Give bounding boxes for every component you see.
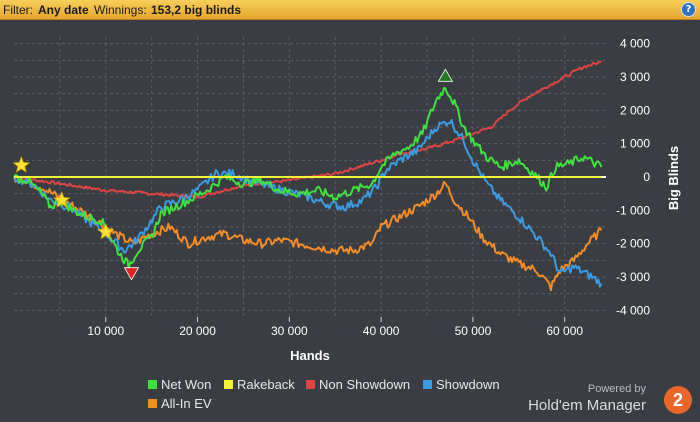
y-tick-label: -2 000 — [616, 237, 650, 251]
star-marker-icon — [53, 191, 71, 208]
branding: Powered by Hold'em Manager 2 — [528, 382, 692, 416]
legend-swatch — [148, 399, 157, 408]
powered-by-text: Powered by — [587, 383, 646, 395]
series-line-all-in-ev — [13, 176, 603, 292]
y-axis-ticks: 4 000 3 000 2 000 1 000 0 -1 000 -2 000 -3 000 -… — [616, 37, 650, 318]
series-line-showdown — [13, 118, 603, 288]
hm2-logo-icon: 2 — [664, 386, 692, 414]
y-tick-label: -1 000 — [616, 203, 650, 217]
legend-label: Net Won — [161, 377, 211, 392]
x-axis-ticks: 10 000 20 000 30 000 40 000 50 000 60 000 — [87, 317, 583, 338]
x-tick-label: 40 000 — [363, 324, 400, 338]
filter-prefix: Filter: — [3, 3, 33, 17]
y-tick-label: 1 000 — [620, 137, 650, 151]
y-tick-label: 2 000 — [620, 103, 650, 117]
x-tick-label: 10 000 — [87, 324, 124, 338]
chart-markers — [12, 68, 454, 281]
product-name: Hold'em Manager — [528, 397, 646, 414]
y-axis-label: Big Blinds — [666, 146, 681, 210]
legend-label: All-In EV — [161, 396, 212, 411]
series-lines — [13, 60, 603, 292]
winnings-value: 153,2 big blinds — [151, 3, 242, 17]
star-marker-icon — [12, 156, 31, 173]
y-tick-label: 3 000 — [620, 70, 650, 84]
filter-date[interactable]: Any date — [38, 3, 89, 17]
winnings-graph: 10 000 20 000 30 000 40 000 50 000 60 000 4 0… — [12, 37, 681, 411]
down-triangle-marker-icon — [123, 267, 140, 281]
legend-swatch — [224, 380, 233, 389]
chart-grid — [14, 37, 606, 317]
legend-swatch — [423, 380, 432, 389]
x-tick-label: 20 000 — [179, 324, 216, 338]
x-axis-label: Hands — [290, 348, 330, 363]
legend-label: Non Showdown — [319, 377, 410, 392]
winnings-label: Winnings: — [94, 3, 147, 17]
legend-swatch — [148, 380, 157, 389]
legend-label: Rakeback — [237, 377, 295, 392]
x-tick-label: 50 000 — [455, 324, 492, 338]
up-triangle-marker-icon — [437, 68, 454, 82]
y-tick-label: -4 000 — [616, 303, 650, 317]
y-tick-label: 0 — [643, 170, 650, 184]
y-tick-label: -3 000 — [616, 270, 650, 284]
help-icon[interactable]: ? — [681, 2, 696, 17]
legend-swatch — [306, 380, 315, 389]
filter-bar: Filter: Any date Winnings: 153,2 big bli… — [0, 0, 700, 20]
chart-legend: Net Won Rakeback Non Showdown Showdown All-I… — [148, 377, 500, 411]
x-tick-label: 30 000 — [271, 324, 308, 338]
series-line-net-won — [13, 87, 603, 270]
legend-label: Showdown — [436, 377, 500, 392]
x-tick-label: 60 000 — [546, 324, 583, 338]
star-marker-icon — [97, 222, 115, 240]
y-tick-label: 4 000 — [620, 37, 650, 51]
